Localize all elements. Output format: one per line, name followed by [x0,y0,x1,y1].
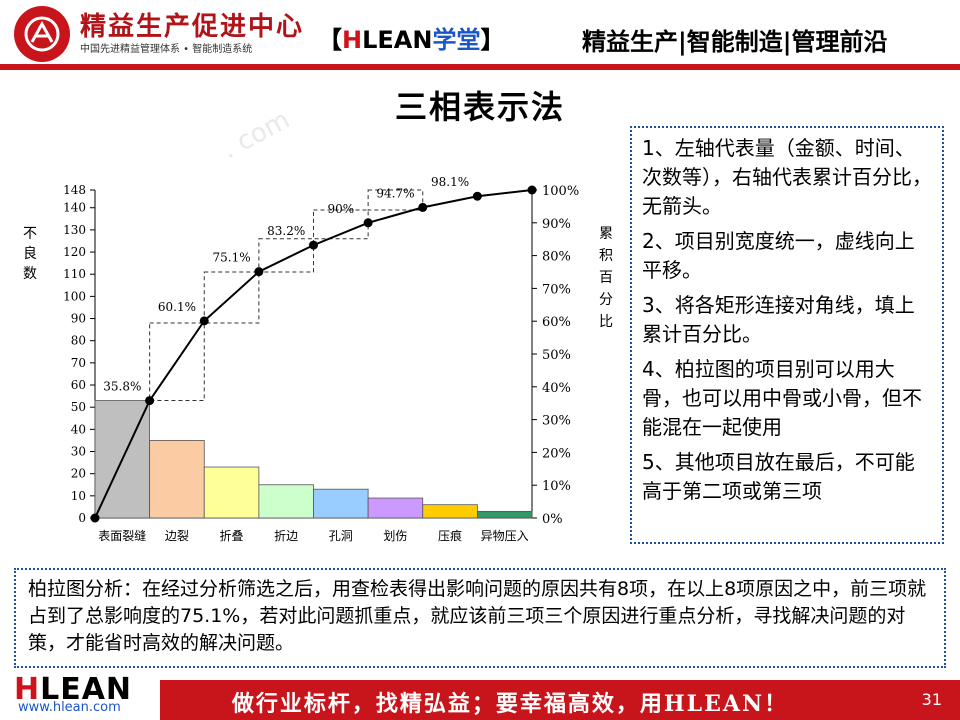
y-tick-label: 110 [63,267,86,281]
cumulative-step-box [149,322,205,402]
y-tick-label: 60 [71,378,86,392]
footer-bar: 做行业标杆，找精弘益；要幸福高效，用HLEAN！ 31 [160,680,960,720]
cumulative-point [145,396,155,406]
bar [313,488,369,519]
cumulative-label: 60.1% [158,300,196,314]
cumulative-label: 75.1% [213,251,251,265]
header: 精益生产促进中心 中国先进精益管理体系 • 智能制造系统 【HLEAN学堂】 精… [0,0,960,70]
x-tick-label: 孔洞 [329,529,353,543]
bar [422,504,478,519]
y-tick-label: 148 [63,183,86,197]
y-tick-label: 140 [63,201,86,215]
cumulative-point [309,240,318,250]
note-item: 3、将各矩形连接对角线，填上累计百分比。 [642,293,915,346]
note-item: 1、左轴代表量（金额、时间、次数等），右轴代表累计百分比，无箭头。 [642,136,932,218]
cumulative-label: 90% [327,202,354,216]
bar [203,466,260,519]
footer-url[interactable]: www.hlean.com [18,700,121,715]
cumulative-point [527,185,537,195]
y2-tick-label: 40% [542,381,571,396]
x-tick-label: 划伤 [383,529,407,543]
cumulative-step-box [258,238,314,273]
y2-tick-label: 80% [542,250,571,265]
y-axis-label: 良 [23,246,37,262]
bar [149,440,205,519]
y-tick-label: 90 [71,312,86,326]
cumulative-point [254,267,264,277]
cumulative-step-box [203,271,260,324]
note-item: 5、其他项目放在最后，不可能高于第二项或第三项 [642,450,915,503]
page-number: 31 [921,690,942,709]
bar [258,484,314,519]
y2-tick-label: 60% [542,315,571,330]
y2-tick-label: 10% [542,479,571,494]
x-tick-label: 折叠 [220,528,244,543]
y2-tick-label: 0% [542,512,563,527]
hlean-tag: 【HLEAN学堂】 [318,26,505,54]
y-tick-label: 120 [63,245,86,259]
y2-tick-label: 70% [542,282,571,297]
y2-tick-label: 50% [542,348,571,363]
cumulative-label: 35.8% [103,380,141,394]
y-tick-label: 0 [78,511,86,525]
y2-axis-label: 比 [599,314,613,330]
slide-title: 三相表示法 [394,88,565,126]
bar [367,497,424,519]
y-tick-label: 80 [71,334,86,348]
cumulative-point [199,316,209,326]
header-slogan: 精益生产|智能制造|管理前沿 [582,28,888,56]
notes-box: 1、左轴代表量（金额、时间、次数等），右轴代表累计百分比，无箭头。 2、项目别宽… [630,126,944,544]
y2-axis-label: 积 [599,248,613,264]
org-subtitle: 中国先进精益管理体系 • 智能制造系统 [80,44,253,55]
y2-tick-label: 100% [542,184,579,199]
pareto-chart: 0 10 20 30 40 50 60 70 80 90 100 110 120 130 140 148 0% 1… [23,175,613,543]
footer-slogan: 做行业标杆，找精弘益；要幸福高效，用HLEAN！ [231,691,789,717]
y-tick-label: 20 [71,467,86,481]
y2-axis-label: 分 [599,292,613,308]
y2-axis-label: 累 [599,226,613,242]
org-name: 精益生产促进中心 [80,12,305,42]
y-tick-label: 50 [71,400,86,414]
footer-logo: HLEAN [14,672,133,707]
cumulative-label: 98.1% [431,175,469,189]
cumulative-label: 94.7% [376,186,414,200]
x-tick-label: 折边 [274,528,298,543]
cumulative-point [472,191,482,201]
y2-tick-label: 90% [542,217,571,232]
x-tick-label: 异物压入 [481,529,529,543]
cumulative-point [363,218,373,228]
cumulative-label: 83.2% [267,224,305,238]
y2-axis-label: 百 [599,270,613,286]
analysis-box: 柏拉图分析：在经过分析筛选之后，用查检表得出影响问题的原因共有8项，在以上8项原… [14,568,946,668]
cumulative-step-box [367,189,424,211]
x-tick-label: 表面裂缝 [98,528,146,543]
note-item: 2、项目别宽度统一，虚线向上平移。 [642,229,915,282]
y-axis-label: 数 [23,266,37,282]
y-tick-label: 40 [71,422,86,436]
y-tick-label: 30 [71,445,86,459]
y-tick-label: 130 [63,223,86,237]
y-tick-label: 70 [71,356,86,370]
y-tick-label: 100 [63,289,86,303]
bar [476,510,533,519]
y-tick-label: 10 [71,489,86,503]
y2-tick-label: 20% [542,446,571,461]
note-item: 4、柏拉图的项目别可以用大骨，也可以用中骨或小骨，但不能混在一起使用 [642,357,922,439]
header-divider [0,64,960,70]
y2-tick-label: 30% [542,414,571,429]
x-tick-label: 压痕 [438,528,462,543]
x-tick-label: 边裂 [165,529,189,543]
y-axis-label: 不 [23,226,37,242]
cumulative-point [90,513,100,523]
cumulative-point [418,202,428,212]
logo-icon [14,6,70,62]
